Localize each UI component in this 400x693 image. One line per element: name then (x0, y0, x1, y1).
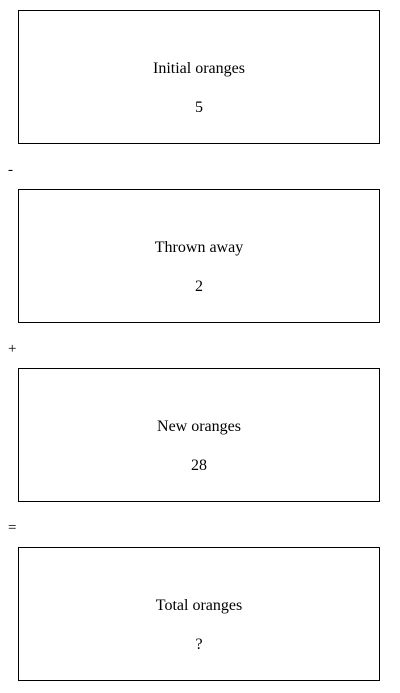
operator-equals: = (8, 520, 17, 536)
box-total-oranges: Total oranges ? (18, 547, 380, 681)
box-label: New oranges (157, 418, 241, 435)
operator-minus: - (8, 162, 13, 178)
box-label: Total oranges (155, 597, 243, 614)
box-label: Initial oranges (153, 60, 245, 77)
operator-plus: + (8, 341, 17, 357)
box-initial-oranges: Initial oranges 5 (18, 10, 380, 144)
box-value: ? (195, 636, 203, 653)
box-label: Thrown away (154, 239, 244, 256)
box-value: 5 (195, 99, 203, 116)
box-new-oranges: New oranges 28 (18, 368, 380, 502)
box-value: 2 (195, 278, 203, 295)
box-thrown-away: Thrown away 2 (18, 189, 380, 323)
box-value: 28 (191, 457, 207, 474)
